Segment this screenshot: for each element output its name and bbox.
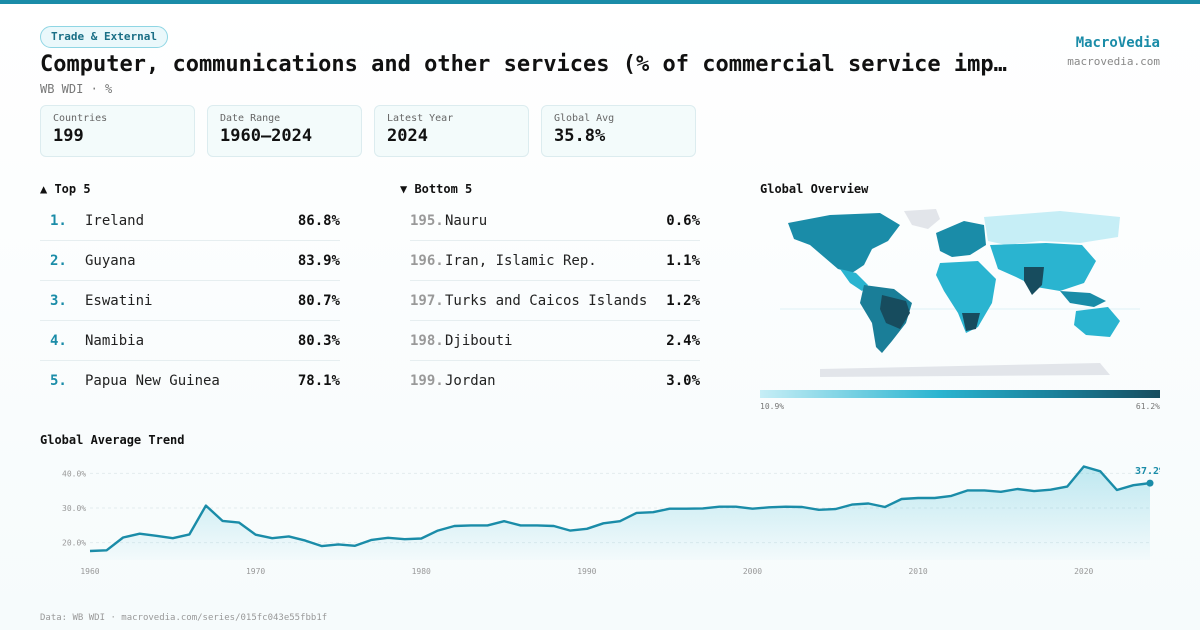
list-item[interactable]: 197. Turks and Caicos Islands 1.2% [410,281,700,321]
stat-card-countries: Countries 199 [40,105,195,157]
country-name: Turks and Caicos Islands [445,292,648,309]
map-region-brazil[interactable] [880,295,910,329]
rank-number: 3. [50,292,67,309]
country-name: Guyana [85,252,136,269]
bottom5-heading: ▼ Bottom 5 [400,182,473,196]
page-subtitle: WB WDI · % [40,82,113,96]
stat-card-date-range: Date Range 1960–2024 [207,105,362,157]
world-choropleth-map[interactable] [760,205,1160,385]
map-region-antarctica [820,363,1110,377]
stat-label: Global Avg [554,113,615,124]
stat-label: Latest Year [387,113,454,124]
country-name: Namibia [85,332,145,349]
stat-card-global-avg: Global Avg 35.8% [541,105,696,157]
country-name: Nauru [445,212,488,229]
rank-number: 2. [50,252,67,269]
list-item[interactable]: 195. Nauru 0.6% [410,201,700,241]
legend-max-label: 61.2% [1135,402,1160,411]
x-tick-label: 1980 [412,567,431,576]
trend-line [89,465,1151,553]
rank-number: 4. [50,332,67,349]
stat-value: 199 [53,126,84,146]
stat-label: Countries [53,113,108,124]
trend-end-point[interactable] [1146,479,1154,487]
map-heading: Global Overview [760,182,869,196]
list-item[interactable]: 2. Guyana 83.9% [40,241,340,281]
rank-number: 196. [410,252,444,269]
legend-min-label: 10.9% [760,402,785,411]
stat-card-latest-year: Latest Year 2024 [374,105,529,157]
country-name: Ireland [85,212,145,229]
bottom5-list: 195. Nauru 0.6% 196. Iran, Islamic Rep. … [410,201,700,401]
brand-logo[interactable]: MacroVedia [1075,35,1160,51]
y-tick-label: 20.0% [62,539,86,548]
top-accent-bar [0,0,1200,4]
rank-number: 199. [410,373,444,389]
rank-number: 1. [50,212,67,229]
country-name: Djibouti [445,332,513,349]
map-region-north-america[interactable] [788,213,900,273]
list-item[interactable]: 198. Djibouti 2.4% [410,321,700,361]
top5-heading: ▲ Top 5 [40,182,91,196]
country-value: 3.0% [666,373,700,389]
global-average-trend-chart: 20.0% 30.0% 40.0% 37.2% 1960 1970 1980 1990 20… [62,465,1160,576]
x-tick-label: 1960 [80,567,99,576]
map-region-central-america[interactable] [840,269,868,291]
list-item[interactable]: 196. Iran, Islamic Rep. 1.1% [410,241,700,281]
country-value: 80.3% [297,332,340,349]
y-tick-label: 40.0% [62,469,86,478]
map-region-europe[interactable] [936,221,986,257]
stat-value: 1960–2024 [220,126,313,146]
rank-number: 195. [410,212,444,229]
x-tick-label: 2000 [743,567,762,576]
map-region-greenland[interactable] [904,209,940,229]
y-tick-label: 30.0% [62,504,86,513]
trend-end-label: 37.2% [1135,466,1160,477]
rank-number: 197. [410,292,444,309]
x-tick-label: 1970 [246,567,265,576]
map-region-southeast-asia[interactable] [1060,291,1106,307]
map-region-africa[interactable] [936,261,996,333]
stat-value: 35.8% [554,126,606,146]
country-value: 83.9% [297,252,340,269]
stat-label: Date Range [220,113,281,124]
top5-list: 1. Ireland 86.8% 2. Guyana 83.9% 3. Eswa… [40,201,340,401]
country-name: Eswatini [85,292,153,309]
page-title: Computer, communications and other servi… [40,52,1007,77]
list-item[interactable]: 5. Papua New Guinea 78.1% [40,361,340,401]
footer-source[interactable]: Data: WB WDI · macrovedia.com/series/015… [40,613,328,623]
category-tag[interactable]: Trade & External [40,26,168,48]
map-region-russia[interactable] [984,211,1120,245]
trend-heading: Global Average Trend [40,433,185,447]
country-value: 1.1% [666,252,700,269]
map-region-southern-africa[interactable] [962,313,980,331]
brand-url[interactable]: macrovedia.com [1067,55,1160,68]
x-tick-label: 2010 [908,567,927,576]
rank-number: 198. [410,332,444,349]
list-item[interactable]: 199. Jordan 3.0% [410,361,700,401]
trend-area [90,466,1150,560]
list-item[interactable]: 3. Eswatini 80.7% [40,281,340,321]
rank-number: 5. [50,373,67,389]
list-item[interactable]: 1. Ireland 86.8% [40,201,340,241]
country-value: 78.1% [297,373,340,389]
country-name: Jordan [445,373,496,389]
x-tick-label: 2020 [1074,567,1093,576]
country-name: Papua New Guinea [85,373,220,389]
country-value: 2.4% [666,332,700,349]
country-value: 86.8% [297,212,340,229]
country-value: 80.7% [297,292,340,309]
list-item[interactable]: 4. Namibia 80.3% [40,321,340,361]
map-region-australia[interactable] [1074,307,1120,337]
x-tick-label: 1990 [577,567,596,576]
country-name: Iran, Islamic Rep. [445,252,597,269]
map-color-legend [760,390,1160,398]
country-value: 0.6% [666,212,700,229]
country-value: 1.2% [666,292,700,309]
stat-value: 2024 [387,126,428,146]
map-region-india[interactable] [1024,267,1044,295]
